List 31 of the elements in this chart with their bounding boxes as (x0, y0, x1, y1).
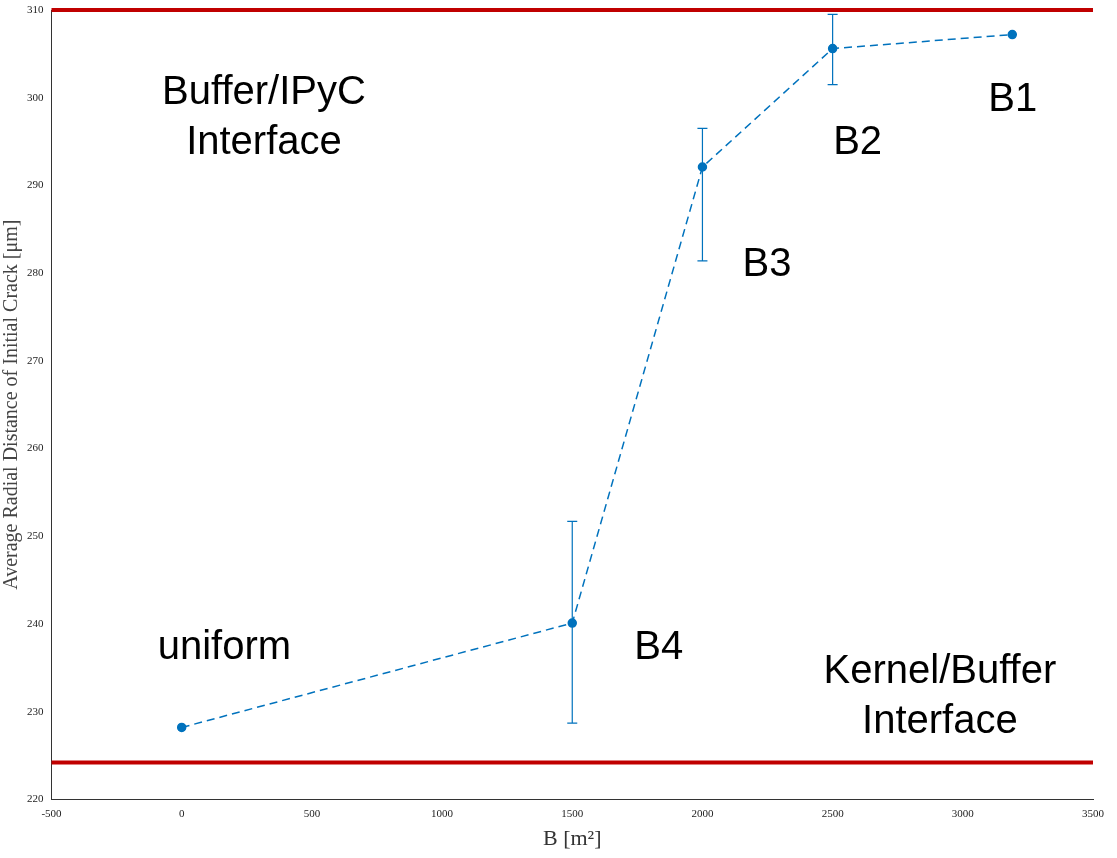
y-tick-label: 230 (27, 704, 44, 717)
y-tick-label: 290 (27, 178, 44, 191)
annotation: Buffer/IPyC Interface (162, 68, 366, 163)
x-tick-label: 2500 (821, 806, 845, 819)
x-tick-label: 1000 (431, 806, 454, 819)
y-tick-label: 260 (27, 441, 44, 454)
point (176, 722, 187, 733)
y-tick-label: 300 (27, 90, 44, 103)
point (697, 162, 708, 172)
point (1007, 29, 1018, 40)
annotation: B3 (742, 240, 792, 285)
y-tick-label: 280 (27, 266, 44, 279)
y-tick-label: 220 (27, 792, 44, 805)
y-tick-label: 310 (27, 2, 44, 15)
x-tick-label: 0 (178, 806, 185, 819)
x-tick-label: 3500 (1082, 806, 1105, 819)
annotation: uniform (157, 622, 292, 667)
x-tick-label: 2000 (691, 806, 714, 819)
x-tick-label: 1500 (561, 806, 584, 819)
annotation: B2 (833, 117, 883, 162)
x-tick-label: -500 (41, 806, 63, 819)
annotation: B1 (988, 75, 1038, 120)
y-tick-label: 270 (27, 353, 44, 366)
x-axis-title: B [m²] (542, 824, 602, 850)
x-tick-label: 500 (303, 806, 321, 819)
y-axis-title: Average Radial Distance of Initial Crack [μm] (0, 219, 23, 590)
y-tick-label: 240 (27, 616, 44, 629)
annotation: B4 (634, 622, 684, 667)
annotation: Kernel/Buffer Interface (823, 646, 1057, 741)
y-tick-label: 250 (27, 529, 44, 542)
x-tick-label: 3000 (951, 806, 975, 819)
